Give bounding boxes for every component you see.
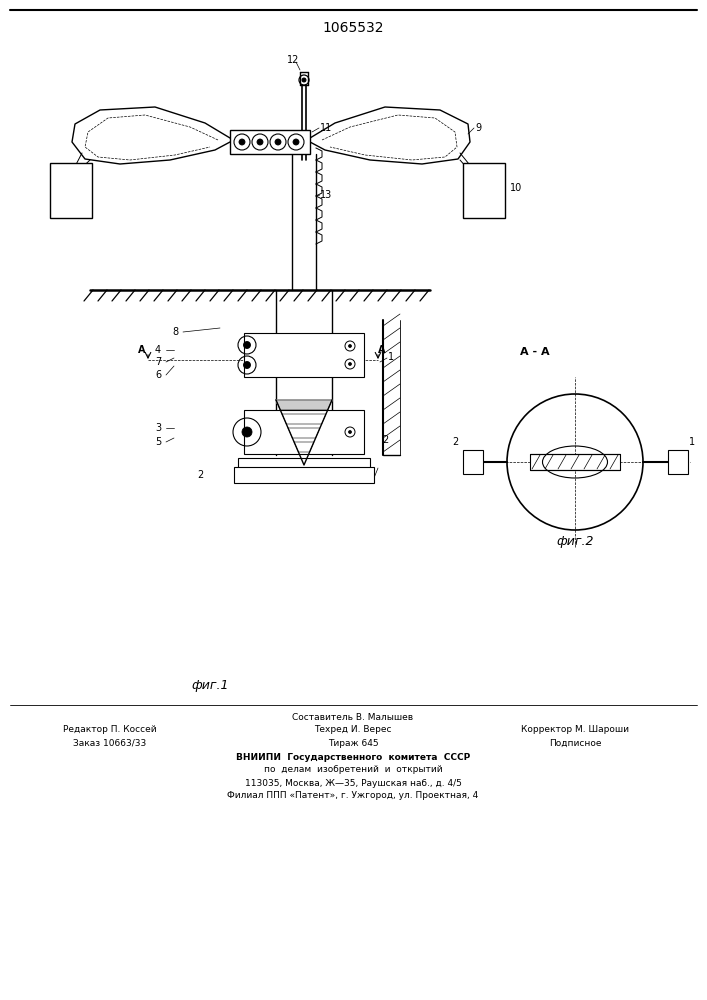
Text: A - A: A - A bbox=[520, 347, 550, 357]
Bar bbox=[668, 450, 688, 474]
Bar bbox=[463, 163, 505, 218]
Text: 4: 4 bbox=[155, 345, 161, 355]
Polygon shape bbox=[276, 400, 332, 410]
Text: 1: 1 bbox=[689, 437, 695, 447]
Text: 113035, Москва, Ж—35, Раушская наб., д. 4/5: 113035, Москва, Ж—35, Раушская наб., д. … bbox=[245, 778, 462, 788]
Circle shape bbox=[349, 430, 351, 434]
Text: 2: 2 bbox=[452, 437, 458, 447]
Text: фиг.2: фиг.2 bbox=[556, 536, 594, 548]
Polygon shape bbox=[310, 107, 470, 164]
Bar bbox=[244, 333, 364, 377]
Circle shape bbox=[349, 362, 351, 365]
Bar bbox=[244, 410, 364, 454]
Polygon shape bbox=[276, 400, 332, 465]
Text: Подписное: Подписное bbox=[549, 738, 601, 748]
Text: 2: 2 bbox=[197, 470, 203, 480]
Text: 1: 1 bbox=[388, 352, 394, 362]
Text: 7: 7 bbox=[155, 357, 161, 367]
Text: 8: 8 bbox=[172, 327, 178, 337]
Text: 3: 3 bbox=[155, 423, 161, 433]
Bar bbox=[530, 454, 620, 470]
Text: 13: 13 bbox=[320, 190, 332, 200]
Polygon shape bbox=[288, 428, 320, 438]
Circle shape bbox=[302, 78, 306, 82]
Text: 1065532: 1065532 bbox=[322, 21, 384, 35]
Circle shape bbox=[242, 427, 252, 437]
Text: Тираж 645: Тираж 645 bbox=[327, 738, 378, 748]
Text: 11: 11 bbox=[320, 123, 332, 133]
Text: по  делам  изобретений  и  открытий: по делам изобретений и открытий bbox=[264, 766, 443, 774]
Text: 10: 10 bbox=[510, 183, 522, 193]
Circle shape bbox=[243, 361, 250, 368]
Text: Заказ 10663/33: Заказ 10663/33 bbox=[74, 738, 146, 748]
Text: Составитель В. Малышев: Составитель В. Малышев bbox=[293, 712, 414, 722]
Bar bbox=[234, 467, 374, 483]
Text: Корректор М. Шароши: Корректор М. Шароши bbox=[521, 726, 629, 734]
Text: 12: 12 bbox=[287, 55, 299, 65]
Circle shape bbox=[275, 139, 281, 145]
Polygon shape bbox=[72, 107, 230, 164]
Text: ВНИИПИ  Государственного  комитета  СССР: ВНИИПИ Государственного комитета СССР bbox=[236, 752, 470, 762]
Text: 9: 9 bbox=[475, 123, 481, 133]
Bar bbox=[238, 458, 370, 468]
Circle shape bbox=[349, 344, 351, 348]
Text: 6: 6 bbox=[155, 370, 161, 380]
Text: Филиал ППП «Патент», г. Ужгород, ул. Проектная, 4: Филиал ППП «Патент», г. Ужгород, ул. Про… bbox=[228, 792, 479, 800]
Text: A: A bbox=[139, 345, 146, 355]
Text: фиг.1: фиг.1 bbox=[192, 678, 229, 692]
Circle shape bbox=[243, 342, 250, 349]
Bar bbox=[230, 130, 310, 154]
Circle shape bbox=[239, 139, 245, 145]
Bar bbox=[50, 163, 92, 218]
Polygon shape bbox=[282, 414, 326, 424]
Text: 2: 2 bbox=[382, 435, 388, 445]
Circle shape bbox=[293, 139, 299, 145]
Text: 5: 5 bbox=[155, 437, 161, 447]
Circle shape bbox=[257, 139, 263, 145]
Text: Редактор П. Коссей: Редактор П. Коссей bbox=[63, 726, 157, 734]
Text: A: A bbox=[378, 345, 386, 355]
Bar bbox=[463, 450, 483, 474]
Polygon shape bbox=[294, 442, 314, 452]
Text: Техред И. Верес: Техред И. Верес bbox=[314, 726, 392, 734]
